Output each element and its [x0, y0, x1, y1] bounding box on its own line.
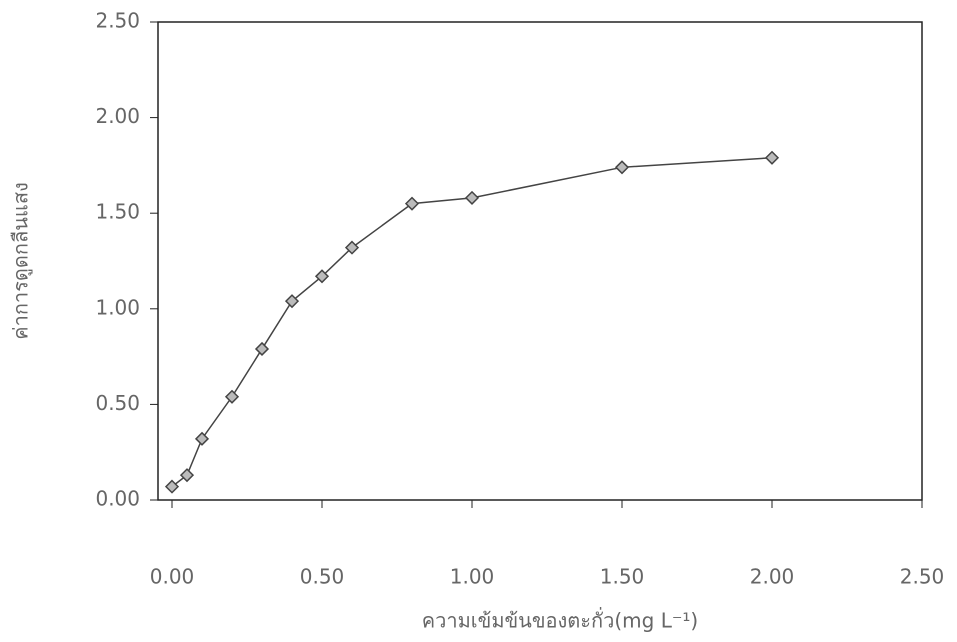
y-tick-label: 2.50 — [95, 9, 140, 33]
data-point — [226, 391, 238, 403]
data-point — [256, 343, 268, 355]
chart: ความเข้มข้นของตะกั่ว(mg L⁻¹) ค่าการดูดกล… — [0, 0, 957, 642]
plot-frame — [158, 22, 922, 500]
y-tick-label: 0.50 — [95, 391, 140, 415]
y-tick-label: 1.00 — [95, 295, 140, 319]
data-point — [166, 481, 178, 493]
x-tick-label: 2.50 — [900, 565, 945, 589]
data-point — [196, 433, 208, 445]
y-tick-label: 0.00 — [95, 487, 140, 511]
x-tick-label: 1.50 — [600, 565, 645, 589]
y-tick-label: 2.00 — [95, 104, 140, 128]
x-tick-label: 1.00 — [450, 565, 495, 589]
data-point — [466, 192, 478, 204]
y-tick-label: 1.50 — [95, 200, 140, 224]
x-tick-label: 0.50 — [300, 565, 345, 589]
x-tick-label: 0.00 — [150, 565, 195, 589]
data-point — [766, 152, 778, 164]
y-axis-label: ค่าการดูดกลืนแสง — [9, 182, 34, 340]
data-line — [172, 158, 772, 487]
data-point — [406, 198, 418, 210]
data-point — [181, 469, 193, 481]
x-tick-label: 2.00 — [750, 565, 795, 589]
x-axis-label: ความเข้มข้นของตะกั่ว(mg L⁻¹) — [422, 607, 698, 633]
data-point — [616, 161, 628, 173]
